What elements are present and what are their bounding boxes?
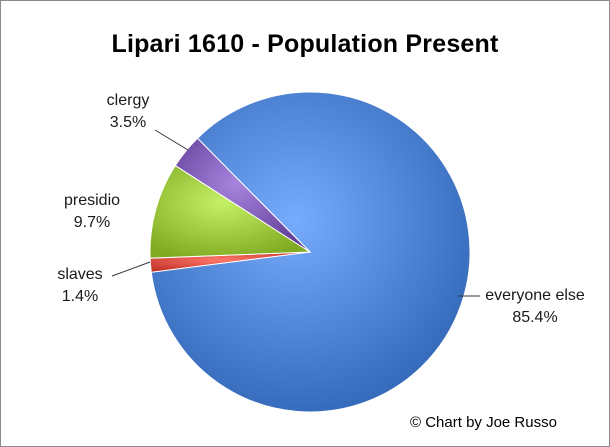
leader-line-slaves [111,261,151,277]
slice-label-clergy: clergy [107,92,150,109]
chart-title: Lipari 1610 - Population Present [111,30,499,58]
slice-value-slaves: 1.4% [62,288,98,305]
slice-value-clergy: 3.5% [110,114,146,131]
pie-slice-clergy [174,137,311,253]
slice-label-slaves: slaves [57,266,102,283]
slice-label-presidio: presidio [64,192,120,209]
pie-slice-presidio [149,164,312,259]
slice-label-everyone-else: everyone else [485,287,585,304]
slice-value-presidio: 9.7% [74,214,110,231]
slice-value-everyone-else: 85.4% [512,309,557,326]
chart-credit: © Chart by Joe Russo [410,414,557,431]
leader-line-clergy [154,129,189,151]
